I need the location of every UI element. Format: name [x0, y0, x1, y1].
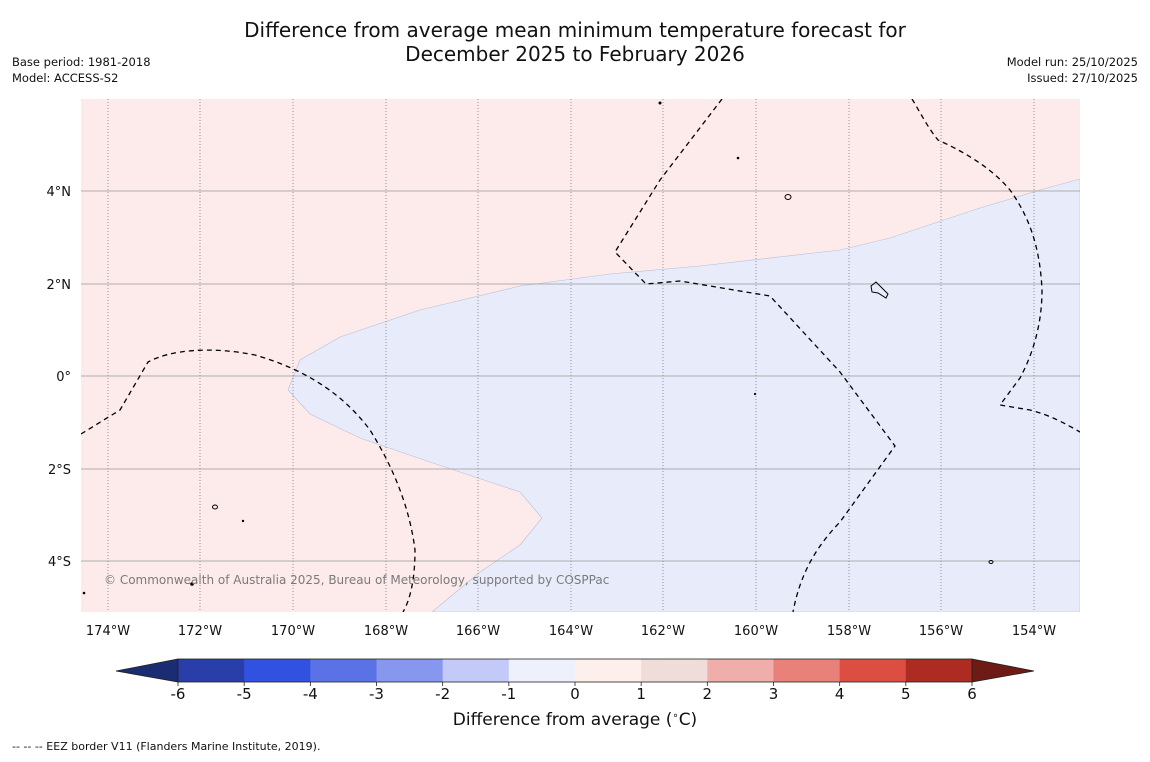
lon-label: 156°W	[919, 624, 963, 639]
island-left-3	[190, 582, 194, 586]
degree-symbol: ∘	[672, 710, 679, 722]
colorbar-tick-label: 4	[835, 685, 845, 703]
colorbar-segment	[244, 659, 311, 682]
lat-label: 4°S	[48, 555, 71, 570]
colorbar-tick-label: -4	[303, 685, 318, 703]
colorbar-label-main: Difference from average (	[452, 710, 673, 730]
meta-left: Base period: 1981-2018 Model: ACCESS-S2	[12, 55, 151, 86]
island-top-right	[736, 156, 740, 160]
base-period: Base period: 1981-2018	[12, 55, 151, 69]
title-line-2: December 2025 to February 2026	[405, 42, 745, 66]
issued-date: Issued: 27/10/2025	[1027, 70, 1138, 85]
eez-border-left	[81, 349, 416, 612]
colorbar-tick-label: 0	[570, 685, 580, 703]
lon-label: 158°W	[827, 624, 871, 639]
lon-label: 170°W	[271, 624, 315, 639]
colorbar-label-unit: C)	[678, 710, 698, 730]
colorbar-under-arrow	[115, 658, 179, 683]
colorbar-tick-label: 1	[636, 685, 646, 703]
lon-label: 162°W	[641, 624, 685, 639]
model-name: Model: ACCESS-S2	[12, 70, 119, 85]
lat-label: 2°S	[48, 463, 71, 478]
colorbar-segment	[442, 659, 510, 682]
lon-label: 154°W	[1012, 624, 1056, 639]
colorbar-over-arrow	[971, 658, 1035, 683]
colorbar-tick-label: 3	[769, 685, 779, 703]
lon-label: 166°W	[456, 624, 500, 639]
island-left-1	[212, 504, 218, 510]
lat-label: 0°	[56, 370, 71, 385]
colorbar-tick-label: -5	[237, 685, 252, 703]
colorbar-tick-label: -2	[435, 685, 450, 703]
colorbar-tick-label: 5	[901, 685, 911, 703]
colorbar-segment	[575, 659, 642, 682]
colorbar-tick-label: -3	[369, 685, 384, 703]
colorbar: -6 -5 -4 -3 -2 -1 0 1 2 3 4 5 6	[115, 658, 1035, 703]
meta-right: Model run: 25/10/2025 Issued: 27/10/2025	[1007, 55, 1138, 86]
island-center-small	[753, 392, 757, 396]
lat-label: 4°N	[47, 185, 72, 200]
copyright-text: © Commonwealth of Australia 2025, Bureau…	[104, 573, 609, 587]
eez-border-right	[911, 99, 1080, 433]
colorbar-segment	[905, 659, 973, 682]
eez-borders	[81, 99, 1080, 612]
colorbar-tick-label: 2	[703, 685, 713, 703]
colorbar-segment	[376, 659, 444, 682]
colorbar-segment	[310, 659, 377, 682]
islands	[82, 101, 994, 595]
island-left-edge	[82, 591, 86, 595]
chart-title: Difference from average mean minimum tem…	[0, 18, 1150, 66]
lon-label: 164°W	[549, 624, 593, 639]
colorbar-segment	[839, 659, 907, 682]
colorbar-tick-label: 6	[967, 685, 977, 703]
eez-footnote: -- -- -- EEZ border V11 (Flanders Marine…	[12, 740, 321, 753]
lat-label: 2°N	[47, 278, 72, 293]
lon-label: 174°W	[86, 624, 130, 639]
colorbar-label: Difference from average (∘C)	[0, 710, 1150, 730]
colorbar-segment	[178, 659, 245, 682]
lon-label: 172°W	[178, 624, 222, 639]
colorbar-tick-label: -6	[171, 685, 186, 703]
title-line-1: Difference from average mean minimum tem…	[244, 18, 906, 42]
island-kiritimati	[870, 281, 889, 299]
gridlines	[81, 99, 1080, 612]
colorbar-segment	[707, 659, 774, 682]
model-run: Model run: 25/10/2025	[1006, 55, 1138, 69]
island-left-2	[241, 519, 245, 523]
island-jarvis-north	[784, 194, 792, 200]
eez-border-center	[614, 99, 896, 612]
colorbar-tick-label: -1	[501, 685, 516, 703]
colorbar-segment	[773, 659, 841, 682]
cool-anomaly-region	[287, 178, 1080, 612]
lon-label: 160°W	[734, 624, 778, 639]
colorbar-segment	[508, 659, 576, 682]
island-right-south	[988, 560, 994, 564]
colorbar-segment	[641, 659, 708, 682]
lon-label: 168°W	[364, 624, 408, 639]
island-top-center	[658, 101, 662, 105]
